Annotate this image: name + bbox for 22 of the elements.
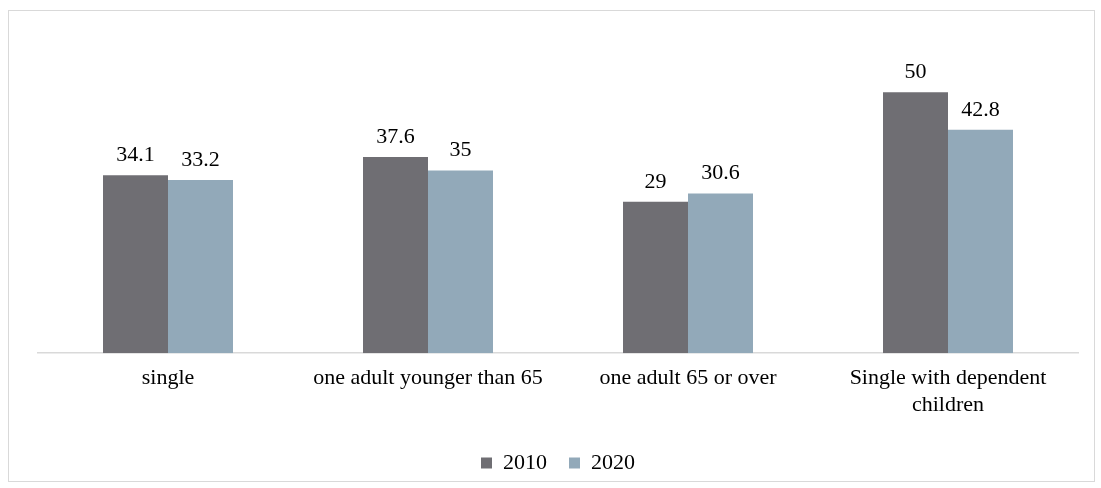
- data-label: 37.6: [376, 122, 415, 148]
- bar: [948, 129, 1013, 354]
- bar: [428, 170, 493, 354]
- data-label: 35: [449, 136, 472, 162]
- data-label: 50: [904, 57, 927, 83]
- bar: [168, 179, 233, 354]
- bar: [623, 201, 688, 354]
- legend-label: 2020: [591, 448, 635, 474]
- x-tick-label: one adult 65 or over: [599, 364, 778, 390]
- x-tick-label: one adult younger than 65: [313, 364, 543, 390]
- data-label: 42.8: [961, 95, 1000, 121]
- legend-label: 2010: [503, 448, 547, 474]
- bar: [363, 156, 428, 354]
- bar: [688, 193, 753, 354]
- data-label: 34.1: [116, 140, 155, 166]
- data-label: 29: [644, 167, 667, 193]
- x-tick-label: Single with dependent children: [849, 364, 1047, 416]
- bar: [103, 175, 168, 354]
- data-label: 33.2: [181, 145, 220, 171]
- x-tick-label: single: [141, 364, 195, 390]
- bar: [883, 92, 948, 354]
- data-label: 30.6: [701, 159, 740, 185]
